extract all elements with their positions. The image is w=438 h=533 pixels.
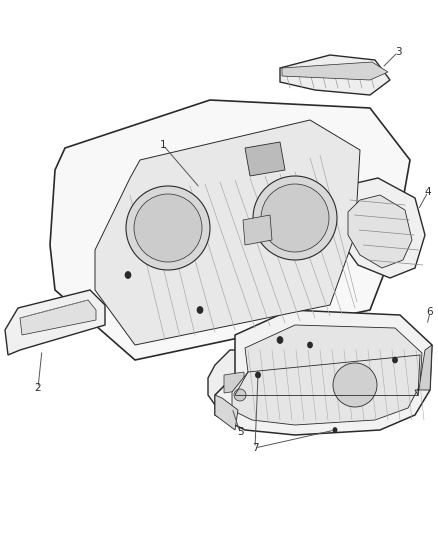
Circle shape	[256, 373, 260, 378]
Polygon shape	[215, 395, 238, 430]
Polygon shape	[415, 345, 432, 395]
Polygon shape	[282, 62, 388, 80]
Polygon shape	[224, 372, 244, 393]
Polygon shape	[50, 100, 410, 360]
Polygon shape	[95, 120, 360, 345]
Polygon shape	[215, 310, 432, 435]
Text: 3: 3	[395, 47, 401, 57]
Polygon shape	[338, 178, 425, 278]
Circle shape	[277, 337, 283, 343]
Polygon shape	[243, 215, 272, 245]
Ellipse shape	[253, 176, 337, 260]
Polygon shape	[232, 325, 422, 425]
Polygon shape	[245, 142, 285, 176]
Text: 4: 4	[425, 187, 431, 197]
Text: 5: 5	[237, 427, 244, 437]
Polygon shape	[348, 195, 412, 268]
Circle shape	[308, 342, 312, 348]
Circle shape	[333, 428, 337, 432]
Polygon shape	[20, 300, 96, 335]
Circle shape	[393, 357, 397, 362]
Polygon shape	[208, 350, 255, 412]
Ellipse shape	[261, 184, 329, 252]
Ellipse shape	[134, 194, 202, 262]
Polygon shape	[280, 55, 390, 95]
Text: 7: 7	[252, 443, 258, 453]
Ellipse shape	[333, 363, 377, 407]
Ellipse shape	[126, 186, 210, 270]
Circle shape	[198, 307, 203, 313]
Text: 2: 2	[35, 383, 41, 393]
Text: 1: 1	[160, 140, 166, 150]
Text: 6: 6	[427, 307, 433, 317]
Circle shape	[256, 373, 260, 377]
Polygon shape	[5, 290, 105, 355]
Ellipse shape	[234, 389, 246, 401]
Circle shape	[125, 272, 131, 278]
